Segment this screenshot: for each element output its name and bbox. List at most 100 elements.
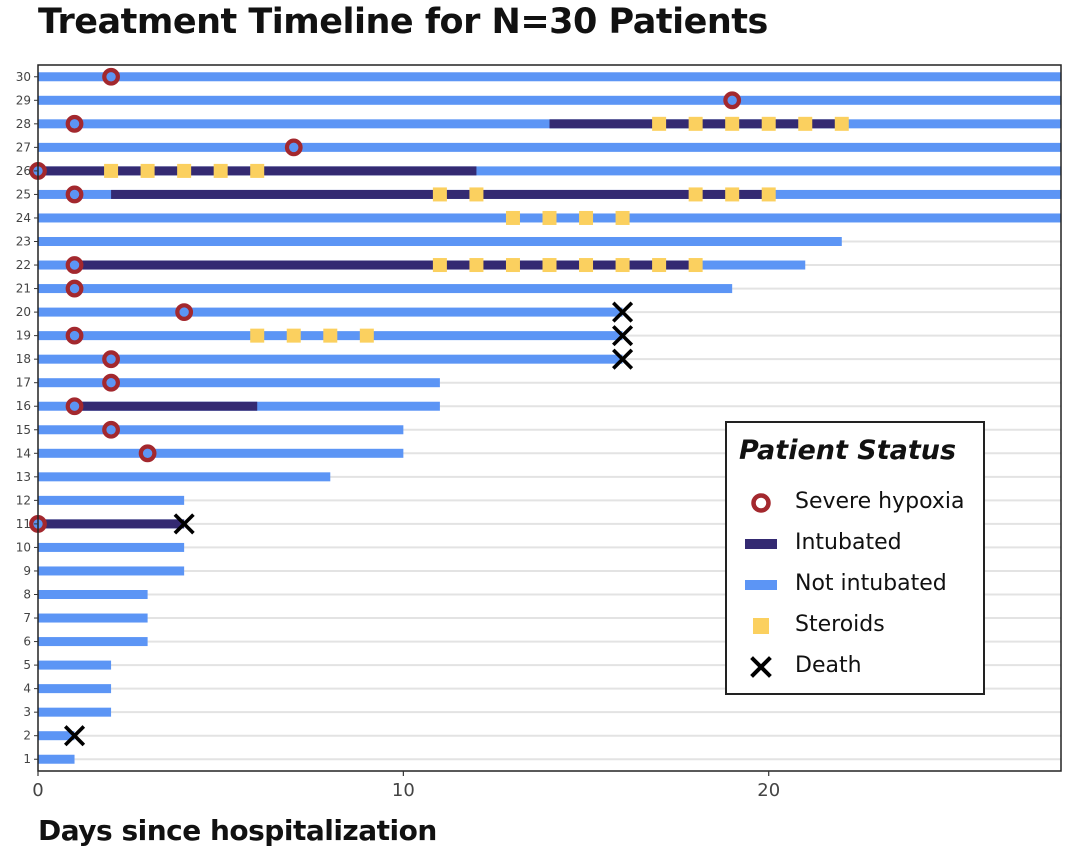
y-tick-label: 2 — [23, 729, 31, 743]
steroid-marker-patient-28 — [725, 116, 740, 131]
y-tick-label: 21 — [16, 282, 31, 296]
steroid-marker-patient-24 — [615, 210, 630, 225]
intubated-bar-patient-16 — [74, 401, 258, 411]
steroid-marker-patient-26 — [213, 163, 228, 178]
y-tick-label: 3 — [23, 705, 31, 719]
steroid-marker-patient-22 — [469, 258, 484, 273]
not-intubated-bar-patient-4 — [38, 684, 112, 694]
death-marker-patient-19 — [612, 325, 634, 347]
y-tick-label: 7 — [23, 611, 31, 625]
death-marker-patient-18 — [612, 348, 634, 370]
legend-item-steroids: Steroids — [727, 608, 983, 644]
intubated-bar-patient-11 — [38, 519, 185, 529]
y-tick-label: 15 — [16, 423, 31, 437]
intubated-bar-patient-22 — [74, 260, 696, 270]
legend-item-not-intubated: Not intubated — [727, 567, 983, 603]
hypoxia-marker-patient-19 — [65, 326, 84, 345]
x-tick-label: 0 — [32, 780, 43, 801]
steroid-marker-patient-28 — [761, 116, 776, 131]
not-intubated-bar-patient-7 — [38, 613, 148, 623]
legend-item-intubated: Intubated — [727, 526, 983, 562]
steroid-marker-patient-22 — [688, 258, 703, 273]
legend-label-death: Death — [795, 653, 862, 678]
not-intubated-bar-patient-1 — [38, 754, 75, 764]
steroid-marker-patient-24 — [579, 210, 594, 225]
death-marker-patient-11 — [173, 513, 195, 535]
y-tick-label: 11 — [16, 517, 31, 531]
x-tick-label: 10 — [392, 780, 415, 801]
y-tick-label: 5 — [23, 658, 31, 672]
not-intubated-bar-patient-27 — [38, 142, 1061, 152]
hypoxia-marker-patient-30 — [102, 67, 120, 86]
not-intubated-bar-patient-30 — [38, 72, 1061, 82]
legend: Patient Status Severe hypoxia Intubated … — [725, 421, 985, 695]
legend-label-steroids: Steroids — [795, 612, 885, 637]
not-intubated-bar-patient-26 — [38, 166, 1061, 176]
steroid-marker-patient-28 — [834, 116, 849, 131]
not-intubated-bar-patient-17 — [38, 378, 440, 388]
y-tick-label: 12 — [16, 493, 31, 507]
hypoxia-marker-patient-16 — [65, 397, 84, 416]
not-intubated-bar-patient-9 — [38, 566, 185, 576]
steroids-icon — [753, 618, 769, 634]
steroid-marker-patient-26 — [177, 163, 192, 178]
y-tick-label: 10 — [16, 540, 31, 554]
steroid-marker-patient-19 — [359, 328, 374, 343]
not-intubated-bar-patient-14 — [38, 448, 404, 458]
steroid-marker-patient-26 — [104, 163, 119, 178]
intubated-icon — [745, 539, 777, 549]
steroid-marker-patient-22 — [615, 258, 630, 273]
not-intubated-bar-patient-3 — [38, 707, 112, 717]
death-marker-patient-2 — [63, 725, 86, 747]
steroid-marker-patient-22 — [652, 258, 667, 273]
steroid-marker-patient-28 — [652, 116, 667, 131]
legend-label-intubated: Intubated — [795, 530, 902, 555]
y-tick-label: 27 — [16, 140, 31, 154]
y-tick-label: 13 — [16, 470, 31, 484]
steroid-marker-patient-26 — [140, 163, 155, 178]
hypoxia-marker-patient-14 — [138, 444, 157, 463]
y-tick-label: 17 — [16, 376, 31, 390]
hypoxia-marker-patient-18 — [102, 350, 120, 369]
y-tick-label: 16 — [16, 399, 31, 413]
not-intubated-bar-patient-8 — [38, 590, 148, 599]
death-marker-patient-20 — [612, 301, 634, 323]
death-icon — [750, 656, 772, 678]
y-tick-label: 9 — [23, 564, 31, 578]
axes: 1234567891011121314151617181920212223242… — [16, 70, 780, 801]
y-tick-label: 29 — [16, 93, 31, 107]
x-tick-label: 20 — [757, 780, 780, 801]
steroid-marker-patient-22 — [505, 258, 520, 273]
y-tick-label: 25 — [16, 187, 31, 201]
timeline-plot: 1234567891011121314151617181920212223242… — [16, 64, 1062, 801]
hypoxia-marker-patient-21 — [65, 279, 84, 298]
not-intubated-bar-patient-5 — [38, 660, 112, 670]
steroid-marker-patient-22 — [542, 258, 557, 273]
hypoxia-marker-patient-22 — [65, 256, 84, 274]
y-tick-label: 20 — [16, 305, 31, 319]
not-intubated-bar-patient-21 — [38, 284, 733, 294]
not-intubated-bar-patient-13 — [38, 472, 331, 482]
not-intubated-bar-patient-20 — [38, 307, 623, 317]
y-tick-label: 8 — [23, 588, 31, 602]
steroid-marker-patient-25 — [469, 187, 484, 202]
steroid-marker-patient-22 — [579, 258, 594, 273]
hypoxia-marker-patient-29 — [723, 91, 742, 110]
steroid-marker-patient-24 — [542, 210, 557, 225]
steroid-marker-patient-22 — [432, 258, 447, 273]
not-intubated-bar-patient-29 — [38, 95, 1061, 105]
y-tick-label: 24 — [16, 211, 31, 225]
not-intubated-bar-patient-2 — [38, 731, 75, 741]
y-tick-label: 18 — [16, 352, 31, 366]
legend-label-not-intubated: Not intubated — [795, 571, 947, 596]
y-tick-label: 4 — [23, 682, 31, 696]
not-intubated-icon — [745, 580, 777, 590]
y-tick-label: 23 — [16, 235, 31, 249]
plot-frame — [37, 64, 1062, 772]
steroid-marker-patient-26 — [250, 163, 265, 178]
y-tick-label: 30 — [16, 70, 31, 84]
y-tick-label: 26 — [16, 164, 31, 178]
steroid-marker-patient-19 — [250, 328, 265, 343]
y-tick-label: 1 — [23, 752, 31, 766]
steroid-marker-patient-25 — [688, 187, 703, 202]
